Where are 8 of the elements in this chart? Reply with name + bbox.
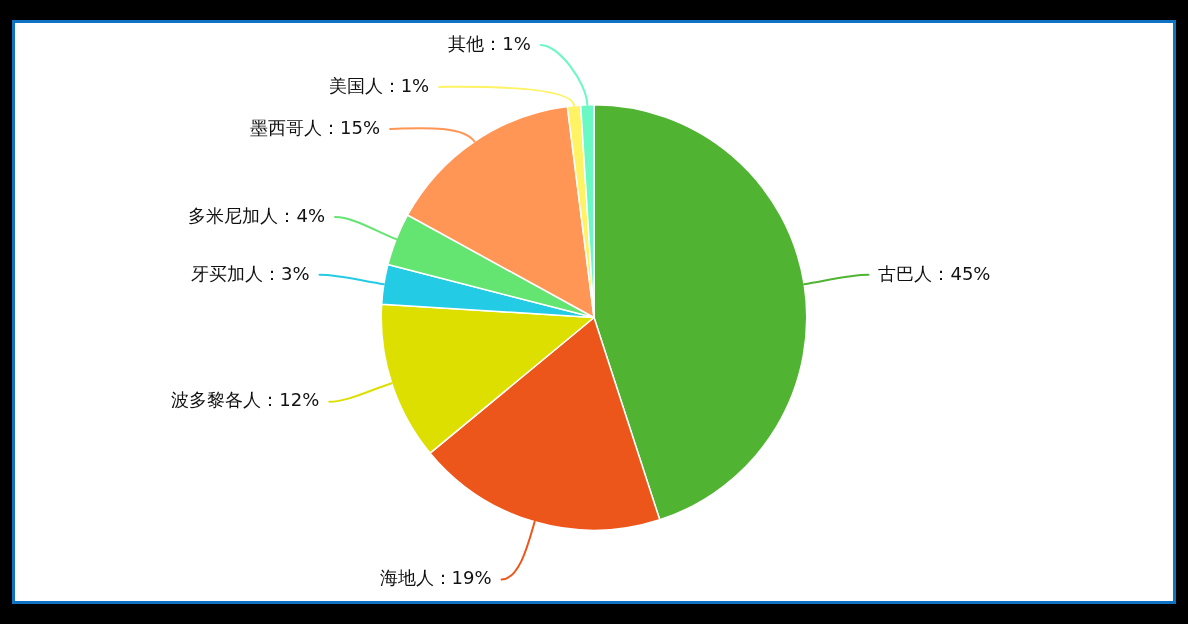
slice-label: 多米尼加人：4% bbox=[188, 204, 326, 226]
slice-label: 古巴人：45% bbox=[878, 262, 991, 284]
slice-label: 牙买加人：3% bbox=[190, 262, 310, 284]
slice-label: 海地人：19% bbox=[379, 567, 492, 589]
slice-label: 墨西哥人：15% bbox=[250, 116, 381, 138]
slice-label: 波多黎各人：12% bbox=[171, 389, 320, 411]
slice-label: 其他：1% bbox=[448, 32, 531, 54]
slice-label: 美国人：1% bbox=[328, 74, 430, 96]
